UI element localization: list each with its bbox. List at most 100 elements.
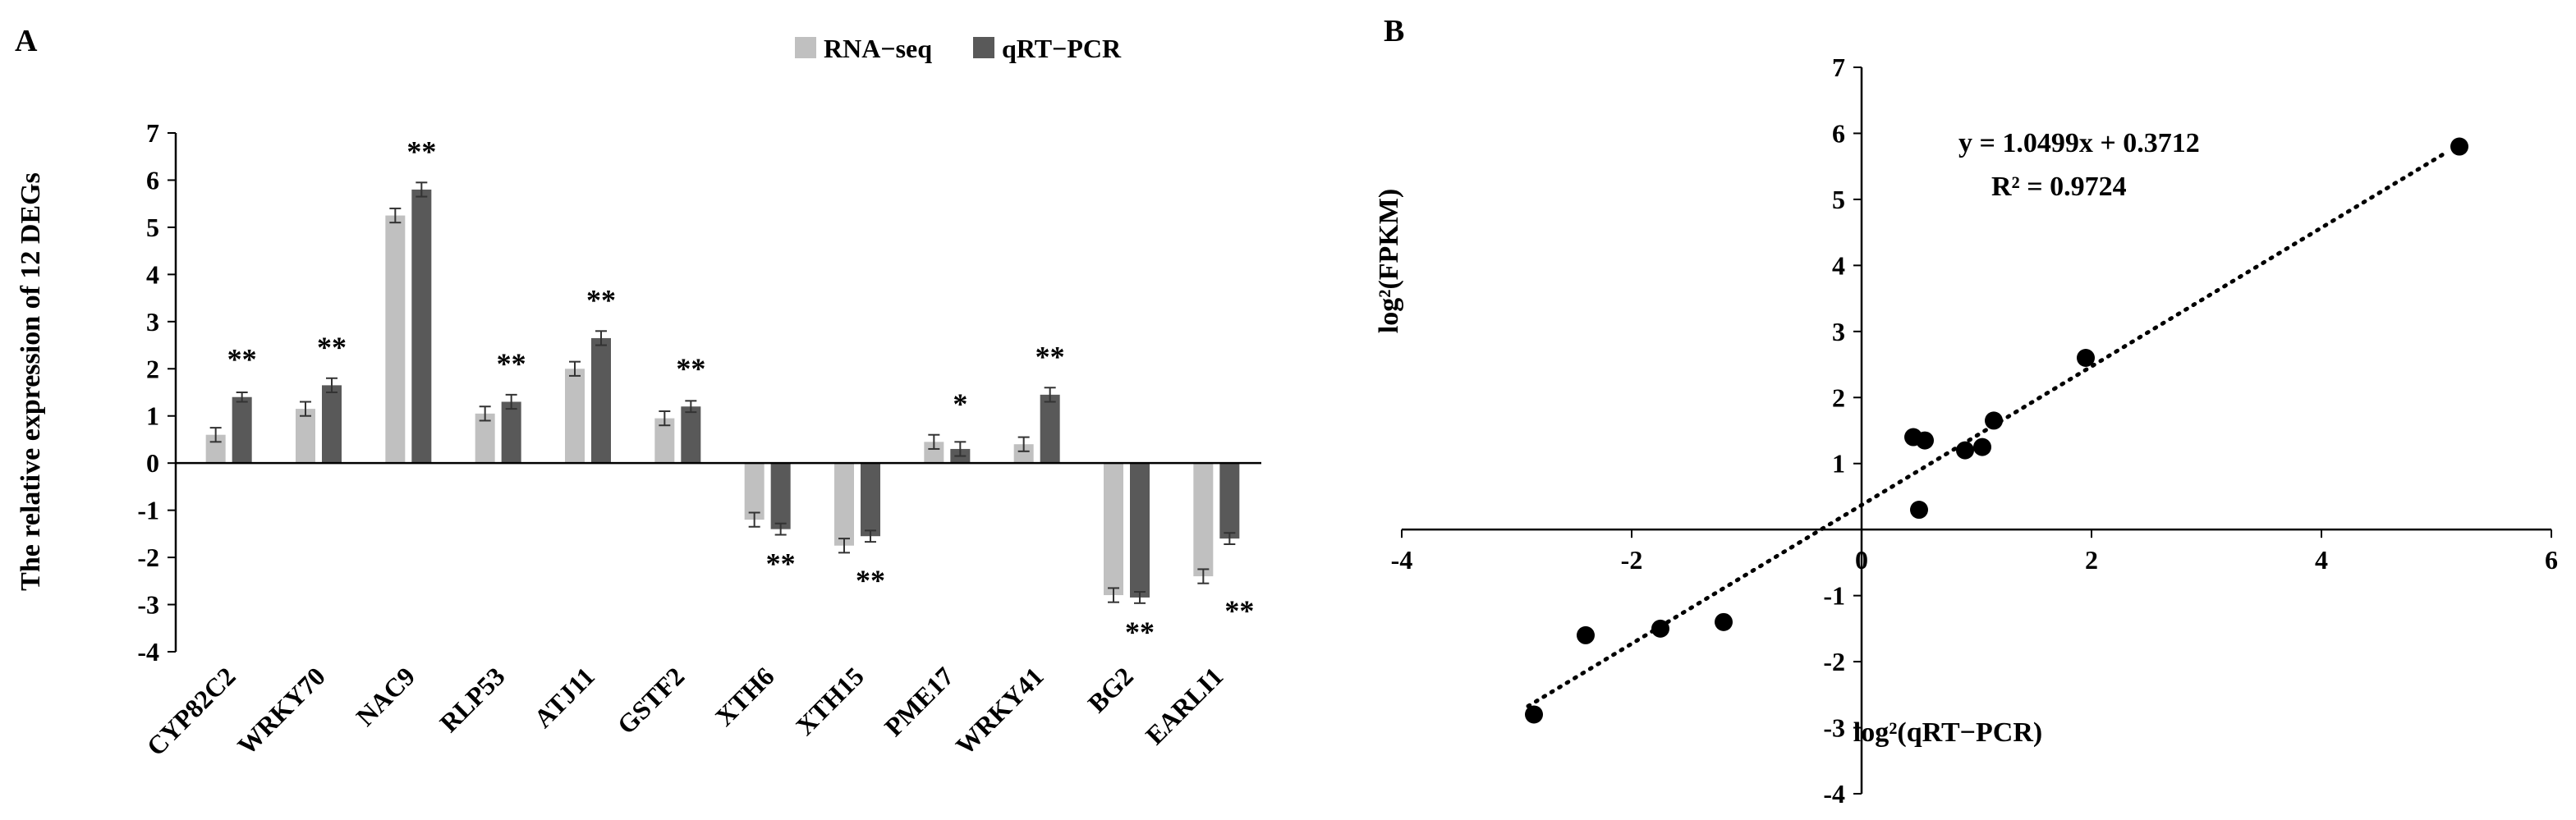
y-tick-label-b: 2 — [1832, 383, 1845, 412]
bar-qrtpcr — [232, 396, 252, 464]
significance-marker: ** — [1224, 594, 1254, 627]
bar-qrtpcr — [501, 401, 521, 464]
bar-rnaseq — [1013, 444, 1034, 464]
legend-swatch-qrtpcr — [973, 37, 994, 58]
x-tick-label-b: 0 — [1855, 545, 1868, 575]
y-tick-label-a: -2 — [137, 543, 159, 572]
y-tick-label-a: 4 — [146, 259, 159, 289]
axes-b — [1402, 67, 2551, 794]
x-tick-label-b: -4 — [1391, 545, 1413, 575]
y-tick-label-a: 1 — [146, 401, 159, 431]
bar-qrtpcr — [770, 463, 791, 529]
significance-marker: ** — [406, 135, 436, 168]
x-tick-label-b: -2 — [1621, 545, 1643, 575]
scatter-point — [1715, 612, 1733, 631]
significance-marker: ** — [586, 284, 616, 317]
legend-label-qrtpcr: qRT−PCR — [1002, 34, 1122, 63]
x-tick-label-a: WRKY41 — [950, 661, 1049, 760]
bar-qrtpcr — [411, 189, 432, 464]
y-tick-label-b: -3 — [1823, 713, 1845, 743]
bar-qrtpcr — [1040, 394, 1060, 464]
scatter-point — [1910, 501, 1928, 520]
legend-a: RNA−seq qRT−PCR — [795, 34, 1122, 63]
regression-equation: y = 1.0499x + 0.3712 — [1958, 128, 2200, 158]
y-tick-label-b: 6 — [1832, 118, 1845, 148]
y-axis-label-b: log²(FPKM) — [1374, 189, 1404, 333]
x-tick-label-a: GSTF2 — [611, 661, 690, 740]
significance-marker: * — [953, 387, 967, 420]
x-tick-label-a: XTH6 — [709, 661, 780, 731]
bars-a: ** ********************* — [205, 135, 1254, 648]
scatter-point — [1916, 431, 1934, 450]
bar-rnaseq — [834, 463, 854, 546]
y-tick-label-b: 1 — [1832, 449, 1845, 479]
bar-rnaseq — [1104, 463, 1123, 596]
trendline-b — [1526, 149, 2450, 708]
x-tick-label-a: EARLI1 — [1140, 661, 1228, 749]
y-tick-label-a: 5 — [146, 213, 159, 242]
significance-marker: ** — [766, 547, 796, 580]
y-tick-label-a: -4 — [137, 637, 159, 667]
x-tick-label-b: 4 — [2315, 545, 2328, 575]
scatter-point — [1985, 411, 2003, 430]
trendline — [1526, 149, 2450, 708]
y-tick-label-b: -1 — [1823, 581, 1845, 611]
y-axis-label-a: The relative expression of 12 DEGs — [16, 172, 46, 591]
significance-marker: ** — [1035, 341, 1065, 373]
scatter-point — [1973, 437, 1991, 456]
bar-rnaseq — [385, 215, 406, 464]
panel-label-b: B — [1384, 14, 1404, 48]
r-squared-label: R² = 0.9724 — [1991, 172, 2127, 202]
bar-rnaseq — [296, 409, 315, 464]
x-tick-label-b: 2 — [2085, 545, 2098, 575]
x-tick-label-a: BG2 — [1081, 661, 1138, 717]
bar-rnaseq — [565, 369, 585, 464]
bar-rnaseq — [744, 463, 765, 520]
scatter-point — [2077, 349, 2095, 367]
significance-marker: ** — [676, 352, 705, 385]
y-tick-label-b: 4 — [1832, 250, 1845, 280]
panel-label-a: A — [15, 24, 38, 58]
panel-a: A The relative expression of 12 DEGs RNA… — [15, 24, 1261, 762]
x-tick-label-a: PME17 — [879, 661, 959, 741]
bar-qrtpcr — [1130, 463, 1150, 598]
x-tick-label-a: ATJ11 — [528, 661, 600, 733]
bar-rnaseq — [1193, 463, 1214, 577]
y-tick-label-b: -4 — [1823, 779, 1845, 809]
y-tick-label-b: -2 — [1823, 647, 1845, 676]
bar-qrtpcr — [591, 337, 611, 464]
bar-qrtpcr — [861, 463, 880, 537]
x-tick-label-a: NAC9 — [350, 661, 420, 731]
scatter-point — [1651, 619, 1669, 638]
y-tick-label-a: 3 — [146, 307, 159, 337]
axes-a — [174, 133, 1261, 652]
y-tick-label-b: 3 — [1832, 317, 1845, 346]
legend-label-rnaseq: RNA−seq — [824, 34, 932, 63]
x-tick-label-a: CYP82C2 — [140, 661, 241, 761]
significance-marker: ** — [856, 564, 885, 597]
y-ticks-a: 7 6 5 4 3 2 1 0 -1 -2 -3 -4 — [137, 118, 176, 667]
y-tick-label-a: 7 — [146, 118, 159, 148]
ticks-b: -4 -2 0 2 4 6 7 6 5 4 3 2 1 -1 -2 -3 -4 — [1391, 53, 2558, 809]
x-tick-label-a: WRKY70 — [232, 661, 331, 760]
y-tick-label-b: 7 — [1832, 53, 1845, 82]
significance-marker: ** — [1125, 616, 1155, 648]
scatter-point — [1577, 625, 1595, 644]
y-tick-label-a: 0 — [146, 448, 159, 478]
x-axis-label-b: log²(qRT−PCR) — [1853, 717, 2042, 748]
significance-marker: ** — [497, 347, 526, 380]
y-tick-label-a: -3 — [137, 590, 159, 620]
bar-qrtpcr — [1219, 463, 1240, 539]
significance-marker: ** — [317, 331, 347, 364]
scatter-point — [1525, 705, 1543, 724]
y-tick-label-a: 6 — [146, 165, 159, 195]
significance-marker: ** — [227, 342, 257, 375]
bar-qrtpcr — [681, 406, 701, 464]
scatter-point — [1956, 441, 1974, 460]
legend-swatch-rnaseq — [795, 37, 816, 58]
x-tick-label-a: XTH15 — [790, 661, 870, 740]
scatter-point — [2450, 137, 2468, 156]
y-tick-label-b: 5 — [1832, 185, 1845, 214]
